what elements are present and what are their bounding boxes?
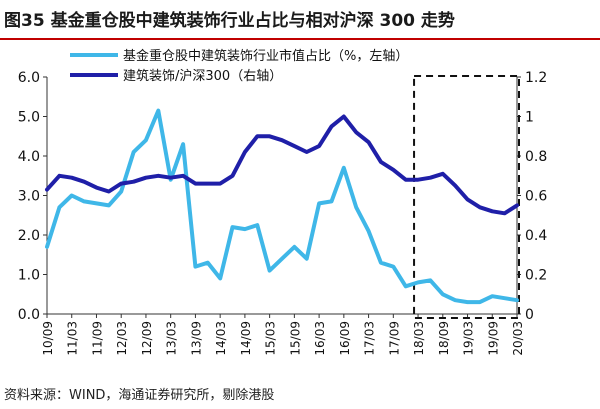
x-tick-label: 15/09 xyxy=(288,321,302,356)
x-tick-label: 12/03 xyxy=(115,321,129,356)
left-tick-label: 2.0 xyxy=(18,228,40,244)
x-tick-label: 14/03 xyxy=(214,321,228,356)
x-tick-label: 13/03 xyxy=(165,321,179,356)
legend-label-series-0: 基金重仓股中建筑装饰行业市值占比（%，左轴） xyxy=(123,48,408,64)
x-tick-label: 18/09 xyxy=(437,321,451,356)
right-tick-label: 0.2 xyxy=(525,268,547,284)
chart: 0.0 1.0 2.0 3.0 4.0 5.0 6.0 0 0.2 0.4 0.6 0.8 1 1.2 10… xyxy=(18,48,548,356)
x-tick-label: 17/09 xyxy=(387,321,401,356)
right-tick-label: 0.4 xyxy=(525,228,547,244)
x-tick-label: 19/09 xyxy=(486,321,500,356)
left-tick-label: 4.0 xyxy=(18,149,40,165)
chart-marks xyxy=(45,75,521,319)
source-note: 资料来源：WIND，海通证券研究所，剔除港股 xyxy=(4,388,275,403)
right-tick-label: 0.8 xyxy=(525,149,547,165)
series-line-1 xyxy=(45,114,519,216)
x-tick-label: 18/03 xyxy=(412,321,426,356)
x-tick-label: 16/09 xyxy=(338,321,352,356)
figure-title: 图35 基金重仓股中建筑装饰行业占比与相对沪深 300 走势 xyxy=(4,11,455,31)
x-tick-label: 12/09 xyxy=(140,321,154,356)
title-rule xyxy=(0,38,600,40)
x-tick-label: 11/03 xyxy=(66,321,80,356)
x-tick-label: 15/03 xyxy=(264,321,278,356)
right-tick-label: 0.6 xyxy=(525,189,547,205)
chart-legend: 基金重仓股中建筑装饰行业市值占比（%，左轴） 建筑装饰/沪深300（右轴） xyxy=(70,48,408,84)
x-tick-label: 16/03 xyxy=(313,321,327,356)
legend-label-series-1: 建筑装饰/沪深300（右轴） xyxy=(123,68,282,84)
x-tick-label: 10/09 xyxy=(41,321,55,356)
x-tick-label: 13/09 xyxy=(189,321,203,356)
right-tick-label: 1.2 xyxy=(525,70,547,86)
left-tick-label: 5.0 xyxy=(18,110,40,126)
x-tick-label: 20/03 xyxy=(511,321,525,356)
x-tick-label: 14/09 xyxy=(239,321,253,356)
series-line-0 xyxy=(45,108,519,305)
left-tick-label: 0.0 xyxy=(18,307,40,323)
highlight-box xyxy=(413,75,521,319)
x-tick-label: 19/03 xyxy=(462,321,476,356)
chart-axes: 0.0 1.0 2.0 3.0 4.0 5.0 6.0 0 0.2 0.4 0.6 0.8 1 1.2 10… xyxy=(18,70,548,356)
left-tick-label: 6.0 xyxy=(18,70,40,86)
x-tick-label: 11/09 xyxy=(90,321,104,356)
x-tick-label: 17/03 xyxy=(363,321,377,356)
left-tick-label: 1.0 xyxy=(18,268,40,284)
left-tick-label: 3.0 xyxy=(18,189,40,205)
right-tick-label: 0 xyxy=(525,307,534,323)
right-tick-label: 1 xyxy=(525,110,534,126)
